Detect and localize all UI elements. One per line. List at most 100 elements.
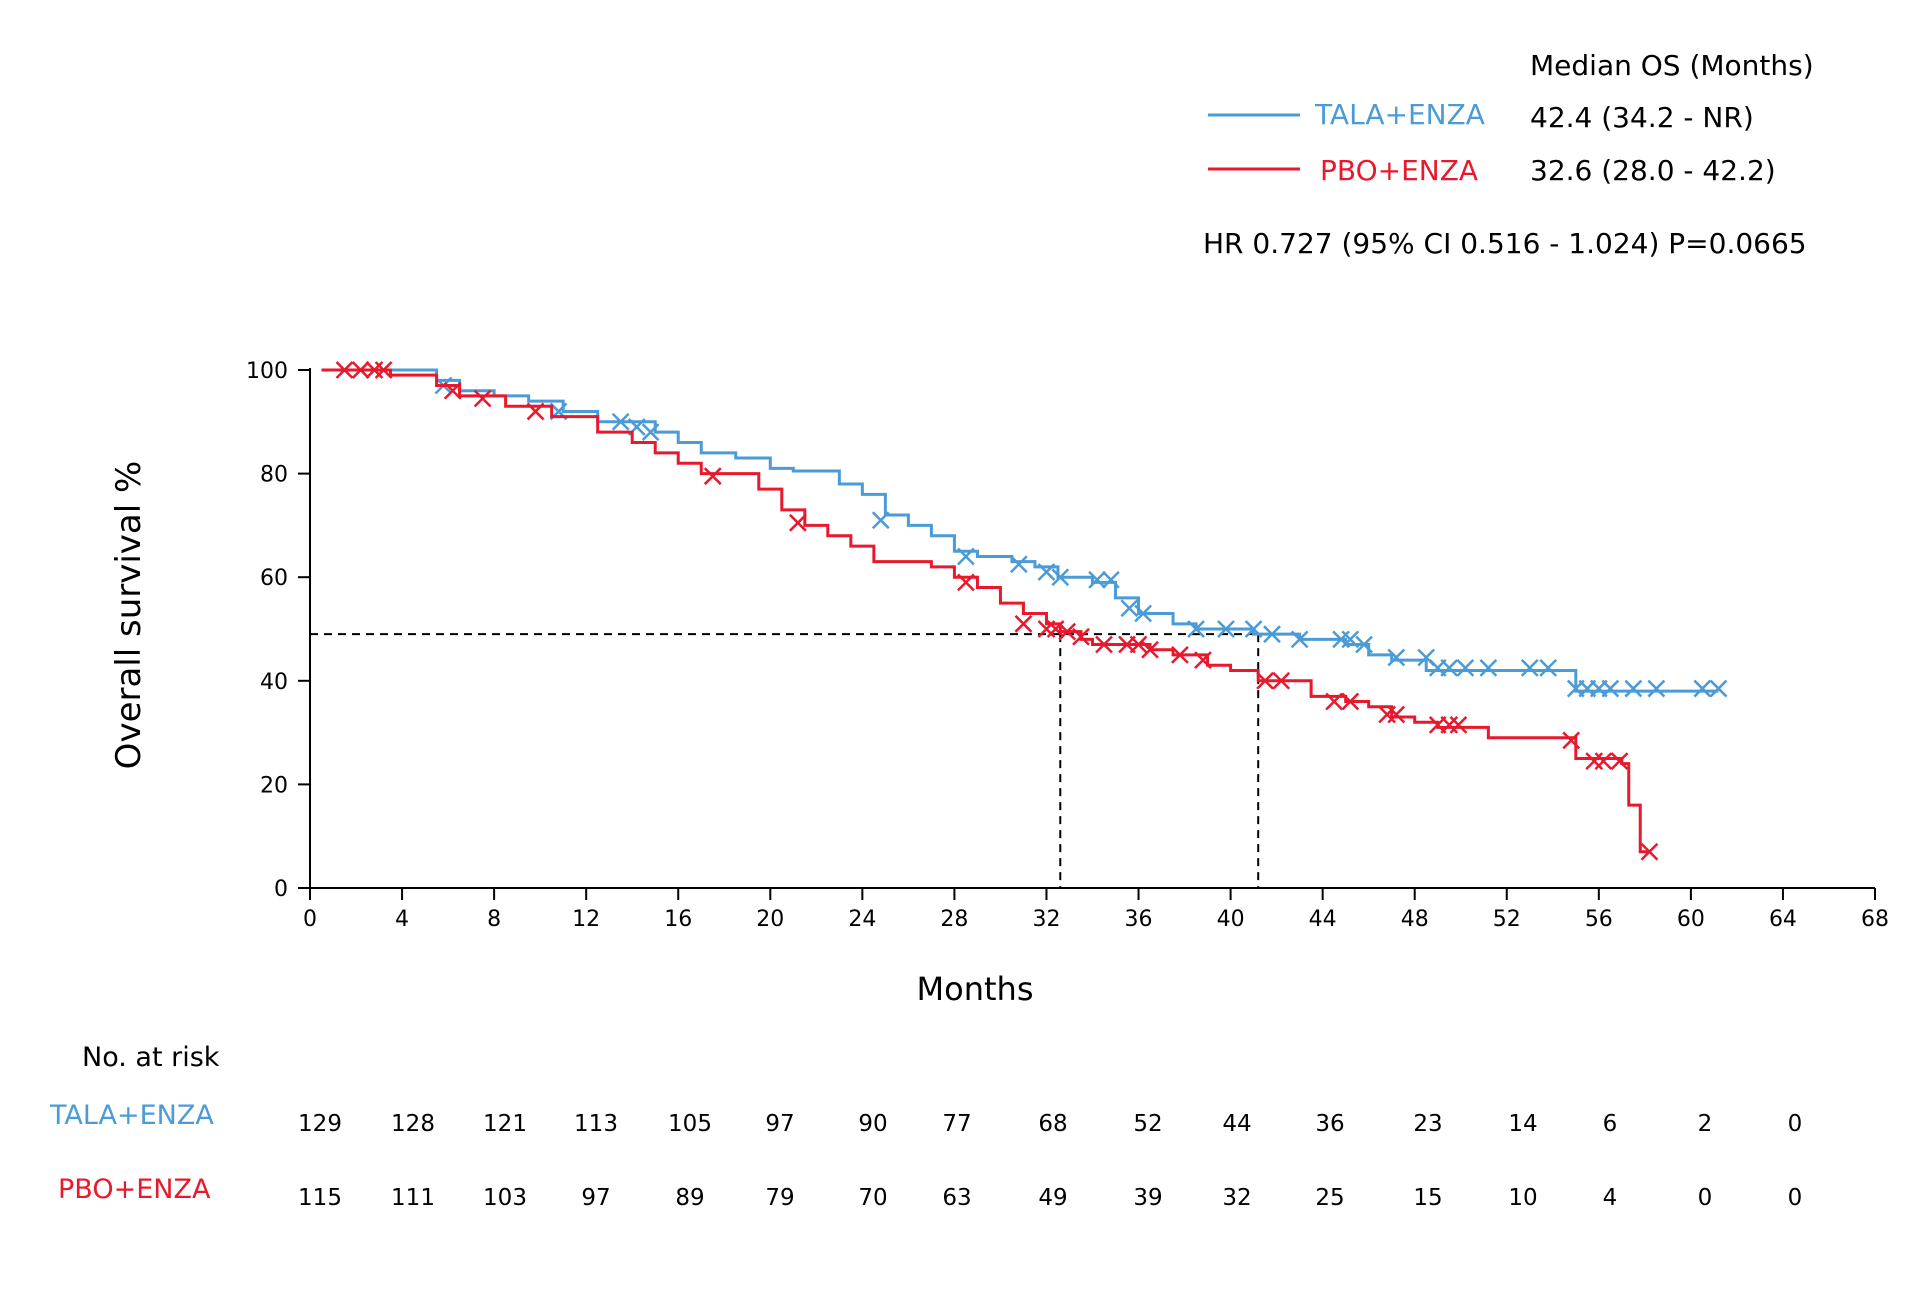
censor-mark-tala-enza	[1037, 563, 1056, 581]
risk-value: 77	[942, 1111, 971, 1137]
censor-mark-pbo-enza	[703, 467, 722, 486]
x-tick-label: 24	[848, 907, 876, 932]
censor-mark-tala-enza	[1120, 599, 1139, 618]
risk-table-title: No. at risk	[82, 1042, 220, 1073]
x-tick-label: 64	[1769, 907, 1797, 932]
x-tick-label: 52	[1493, 907, 1521, 932]
x-tick-label: 16	[664, 907, 692, 932]
x-tick-label: 44	[1309, 907, 1337, 932]
legend-label-tala: TALA+ENZA	[1314, 98, 1485, 131]
legend-median-tala: 42.4 (34.2 - NR)	[1530, 101, 1754, 134]
risk-value: 115	[298, 1185, 342, 1211]
censor-mark-pbo-enza	[1129, 635, 1148, 654]
risk-row-label-pbo: PBO+ENZA	[58, 1174, 211, 1205]
risk-value: 10	[1508, 1185, 1537, 1211]
censor-mark-tala-enza	[1387, 648, 1406, 667]
censor-mark-pbo-enza	[443, 381, 462, 400]
censor-mark-tala-enza	[1134, 604, 1153, 623]
censor-mark-pbo-enza	[473, 389, 492, 408]
risk-value: 121	[483, 1111, 527, 1137]
risk-value: 129	[298, 1111, 342, 1137]
risk-value: 25	[1315, 1185, 1344, 1211]
x-tick-label: 40	[1217, 907, 1245, 932]
censor-mark-pbo-enza	[1325, 692, 1344, 711]
risk-table-values: 129 128 121 113 105 97 90 77 68 52 44 36 23 14 6 2 0 115 1…	[298, 1111, 1802, 1211]
censor-mark-pbo-enza	[1640, 842, 1659, 861]
x-tick-label: 60	[1677, 907, 1705, 932]
censor-mark-tala-enza	[957, 547, 975, 566]
censor-mark-pbo-enza	[1141, 640, 1159, 659]
risk-value: 44	[1222, 1111, 1251, 1137]
censor-mark-pbo-enza	[1256, 671, 1274, 690]
y-tick-label: 40	[260, 670, 288, 695]
censor-mark-pbo-enza	[526, 402, 545, 421]
censor-mark-pbo-enza	[1440, 715, 1459, 734]
censor-mark-tala-enza	[1709, 679, 1728, 698]
survival-curves	[321, 361, 1728, 861]
legend-median-pbo: 32.6 (28.0 - 42.2)	[1530, 154, 1776, 187]
risk-value: 79	[765, 1185, 794, 1211]
censor-mark-tala-enza	[1244, 620, 1263, 638]
censor-mark-tala-enza	[1217, 620, 1235, 638]
legend-header: Median OS (Months)	[1530, 49, 1814, 82]
x-tick-label: 56	[1585, 907, 1613, 932]
censor-mark-pbo-enza	[1341, 692, 1360, 711]
risk-value: 113	[574, 1111, 618, 1137]
censor-mark-tala-enza	[1479, 658, 1498, 677]
risk-value: 128	[391, 1111, 435, 1137]
risk-value: 70	[858, 1185, 887, 1211]
censor-mark-tala-enza	[1601, 679, 1620, 698]
x-tick-label: 28	[940, 907, 968, 932]
censor-mark-pbo-enza	[1562, 731, 1581, 750]
x-tick-label: 36	[1125, 907, 1153, 932]
x-tick-label: 4	[395, 907, 409, 932]
censor-mark-pbo-enza	[374, 361, 393, 379]
x-tick-label: 68	[1861, 907, 1889, 932]
censor-mark-tala-enza	[1102, 570, 1120, 589]
risk-value: 0	[1788, 1185, 1803, 1211]
risk-value: 97	[765, 1111, 794, 1137]
risk-value: 0	[1788, 1111, 1803, 1137]
x-tick-label: 8	[487, 907, 501, 932]
y-tick-label: 100	[246, 359, 288, 384]
censor-mark-tala-enza	[1290, 630, 1309, 649]
censor-mark-tala-enza	[1355, 635, 1373, 654]
y-tick-label: 0	[274, 877, 288, 902]
censor-mark-tala-enza	[1456, 658, 1475, 677]
censor-mark-tala-enza	[611, 412, 630, 431]
risk-value: 89	[675, 1185, 704, 1211]
risk-value: 97	[581, 1185, 610, 1211]
risk-value: 39	[1133, 1185, 1162, 1211]
censor-mark-tala-enza	[1693, 679, 1712, 698]
risk-value: 6	[1603, 1111, 1618, 1137]
risk-value: 36	[1315, 1111, 1344, 1137]
y-tick-label: 80	[260, 463, 288, 488]
censor-mark-tala-enza	[871, 511, 890, 530]
censor-mark-tala-enza	[1520, 658, 1539, 677]
risk-row-label-tala: TALA+ENZA	[49, 1100, 214, 1131]
x-tick-label: 48	[1401, 907, 1429, 932]
x-axis-label: Months	[917, 970, 1034, 1008]
censor-mark-tala-enza	[1051, 568, 1070, 587]
risk-value: 32	[1222, 1185, 1251, 1211]
legend-label-pbo: PBO+ENZA	[1320, 154, 1478, 187]
risk-value: 49	[1038, 1185, 1067, 1211]
censor-mark-pbo-enza	[351, 361, 370, 379]
risk-value: 23	[1413, 1111, 1442, 1137]
censor-mark-pbo-enza	[1272, 671, 1291, 690]
censor-mark-tala-enza	[1341, 630, 1360, 649]
censor-mark-tala-enza	[1009, 555, 1028, 574]
x-tick-label: 32	[1032, 907, 1060, 932]
series-pbo-enza	[321, 361, 1659, 861]
risk-value: 4	[1603, 1185, 1618, 1211]
risk-value: 111	[391, 1185, 435, 1211]
x-tick-label: 12	[572, 907, 600, 932]
risk-value: 15	[1413, 1185, 1442, 1211]
censor-mark-pbo-enza	[1014, 614, 1033, 633]
censor-mark-pbo-enza	[1387, 705, 1406, 724]
censor-mark-tala-enza	[1624, 679, 1643, 698]
y-tick-label: 20	[260, 773, 288, 798]
censor-mark-pbo-enza	[1095, 635, 1113, 654]
censor-mark-pbo-enza	[1449, 715, 1468, 734]
